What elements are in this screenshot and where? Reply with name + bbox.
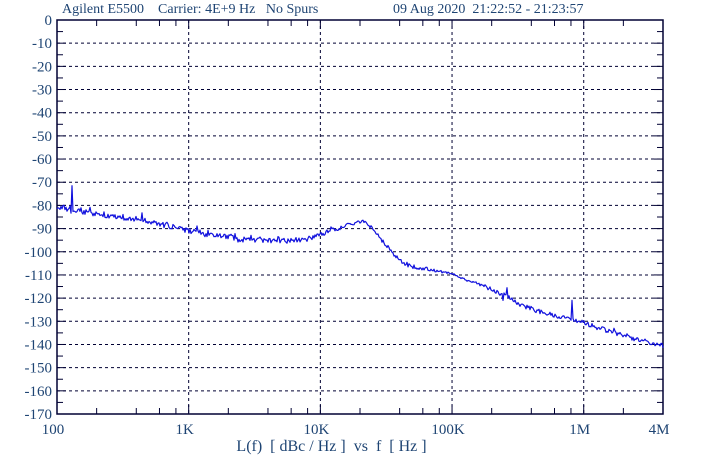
axis-caption: L(f) [ dBc / Hz ] vs f [ Hz ] bbox=[236, 438, 427, 455]
x-tick-label: 100K bbox=[431, 422, 465, 438]
y-tick-label: -160 bbox=[25, 384, 53, 400]
x-tick-label: 4M bbox=[649, 422, 670, 438]
y-tick-label: -40 bbox=[32, 106, 52, 122]
y-tick-label: -20 bbox=[32, 59, 52, 75]
y-tick-label: -150 bbox=[25, 361, 53, 377]
y-tick-label: -70 bbox=[32, 175, 52, 191]
x-tick-label: 10K bbox=[303, 422, 329, 438]
y-tick-label: -50 bbox=[32, 129, 52, 145]
y-tick-label: -140 bbox=[25, 337, 53, 353]
y-tick-label: 0 bbox=[45, 13, 53, 29]
y-tick-label: -120 bbox=[25, 291, 53, 307]
y-tick-label: -30 bbox=[32, 83, 52, 99]
measurement-title: Agilent E5500 Carrier: 4E+9 Hz No Spurs bbox=[62, 2, 319, 17]
timestamp: 09 Aug 2020 21:22:52 - 21:23:57 bbox=[393, 2, 584, 17]
plot-border bbox=[56, 19, 664, 415]
y-tick-label: -10 bbox=[32, 36, 52, 52]
y-tick-label: -80 bbox=[32, 198, 52, 214]
phase-noise-trace bbox=[56, 185, 664, 348]
y-tick-label: -170 bbox=[25, 407, 53, 423]
y-tick-label: -130 bbox=[25, 314, 53, 330]
x-tick-label: 1M bbox=[569, 422, 590, 438]
y-tick-label: -110 bbox=[25, 268, 52, 284]
y-tick-label: -100 bbox=[25, 245, 53, 261]
y-tick-label: -90 bbox=[32, 222, 52, 238]
x-tick-label: 1K bbox=[176, 422, 195, 438]
y-tick-label: -60 bbox=[32, 152, 52, 168]
x-tick-label: 100 bbox=[42, 422, 65, 438]
